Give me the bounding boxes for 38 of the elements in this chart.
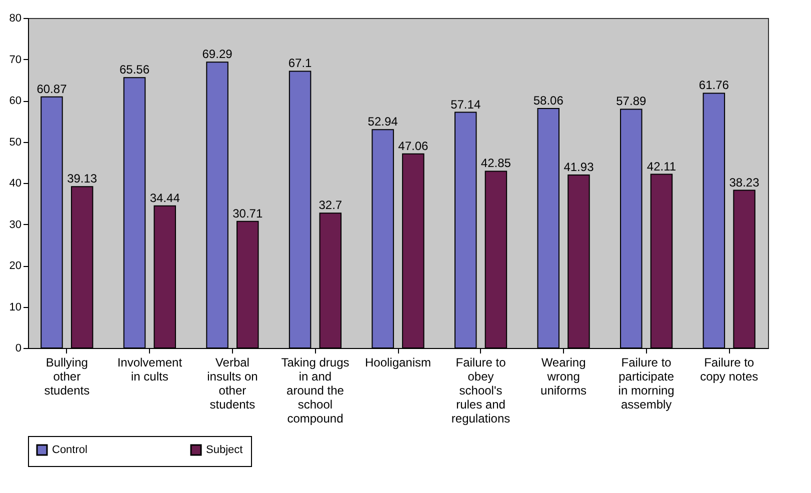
data-label: 39.13 [67, 172, 98, 186]
x-tick-label: Failure to obey school's rules and regulations [451, 356, 510, 426]
data-label: 67.1 [288, 56, 312, 70]
legend-label: Control [52, 444, 88, 456]
data-label: 58.06 [533, 94, 564, 108]
y-tick-label: 70 [9, 54, 22, 66]
data-label: 57.14 [450, 97, 481, 112]
y-tick-label: 80 [9, 12, 22, 24]
data-label: 41.93 [564, 160, 594, 174]
x-tick-label: Involvement in cults [117, 356, 183, 384]
x-tick-label: Failure to copy notes [700, 356, 758, 384]
y-tick-label: 10 [9, 301, 22, 314]
y-tick-label: 30 [9, 218, 22, 231]
data-label: 57.89 [616, 94, 646, 108]
data-label: 38.23 [729, 175, 760, 190]
x-tick-label: Taking drugs in and around the school compound [281, 356, 350, 426]
data-label: 34.44 [150, 190, 180, 205]
data-label: 52.94 [368, 114, 398, 129]
y-tick-label: 0 [15, 342, 22, 354]
x-tick-label: Wearing wrong uniforms [540, 356, 587, 398]
x-tick-label: Verbal insults on other students [207, 356, 258, 412]
y-tick-label: 40 [9, 178, 22, 190]
data-label: 30.71 [232, 206, 263, 220]
x-tick-label: Hooliganism [364, 356, 432, 370]
y-tick-label: 20 [9, 260, 22, 272]
data-label: 42.11 [646, 159, 676, 174]
legend-label: Subject [206, 444, 243, 456]
data-label: 69.29 [202, 47, 233, 62]
data-label: 32.7 [318, 198, 342, 212]
data-label: 42.85 [480, 156, 512, 170]
data-label: 61.76 [698, 78, 730, 92]
data-label: 65.56 [119, 62, 150, 77]
y-tick-label: 60 [9, 95, 22, 107]
y-tick-label: 50 [9, 136, 22, 148]
data-label: 60.87 [36, 82, 68, 96]
data-label: 47.06 [398, 138, 429, 153]
x-tick-label: Failure to participate in morning assembly [618, 356, 674, 412]
x-tick-label: Bullying other students [44, 356, 90, 398]
